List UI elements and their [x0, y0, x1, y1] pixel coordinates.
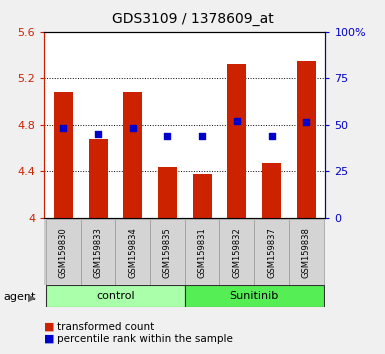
- Text: GDS3109 / 1378609_at: GDS3109 / 1378609_at: [112, 12, 273, 27]
- Text: Sunitinib: Sunitinib: [229, 291, 279, 301]
- Bar: [46, 285, 185, 307]
- Text: GSM159831: GSM159831: [198, 227, 207, 278]
- Point: [60, 125, 67, 131]
- Text: GSM159837: GSM159837: [267, 227, 276, 278]
- Bar: [297, 61, 316, 218]
- Point: [130, 125, 136, 131]
- Bar: [254, 219, 289, 285]
- Text: control: control: [96, 291, 135, 301]
- Bar: [262, 163, 281, 218]
- Text: GSM159830: GSM159830: [59, 227, 68, 278]
- Bar: [81, 219, 116, 285]
- Text: transformed count: transformed count: [57, 322, 154, 332]
- Text: ■: ■: [44, 334, 55, 344]
- Text: GSM159835: GSM159835: [163, 227, 172, 278]
- Bar: [289, 219, 323, 285]
- Bar: [227, 64, 246, 218]
- Text: percentile rank within the sample: percentile rank within the sample: [57, 334, 233, 344]
- Bar: [123, 92, 142, 218]
- Point: [303, 120, 309, 125]
- Point: [268, 133, 275, 139]
- Point: [199, 133, 205, 139]
- Text: agent: agent: [4, 292, 36, 302]
- Text: ▶: ▶: [28, 292, 36, 302]
- Text: ■: ■: [44, 322, 55, 332]
- Text: GSM159832: GSM159832: [232, 227, 241, 278]
- Bar: [54, 92, 73, 218]
- Point: [164, 133, 171, 139]
- Text: GSM159833: GSM159833: [94, 227, 102, 278]
- Bar: [46, 219, 81, 285]
- Bar: [158, 167, 177, 218]
- Bar: [219, 219, 254, 285]
- Bar: [89, 139, 107, 218]
- Bar: [116, 219, 150, 285]
- Bar: [192, 173, 212, 218]
- Text: GSM159834: GSM159834: [128, 227, 137, 278]
- Point: [95, 131, 101, 137]
- Bar: [150, 219, 185, 285]
- Point: [234, 119, 240, 124]
- Bar: [185, 219, 219, 285]
- Bar: [185, 285, 323, 307]
- Text: GSM159838: GSM159838: [302, 227, 311, 278]
